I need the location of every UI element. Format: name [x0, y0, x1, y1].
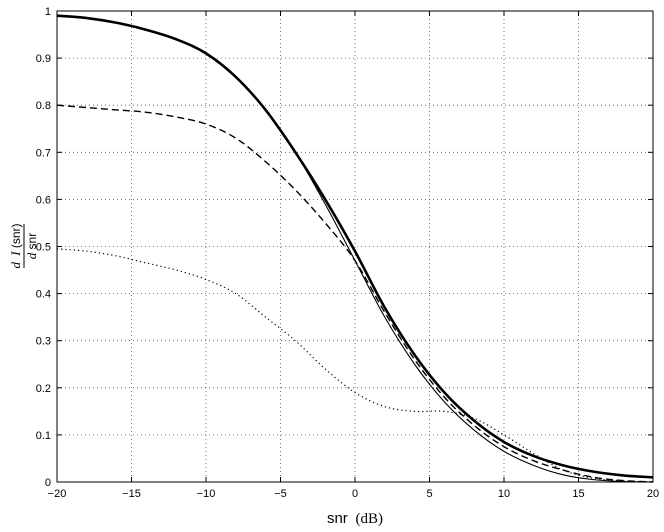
y-axis-num-fn: I — [8, 251, 23, 257]
tick-labels: −20 −15 −10 −5 0 5 10 15 20 0 0.1 0.2 0.3 0.4 0.5 0.6 0.… — [36, 6, 659, 500]
series-line-thick-solid — [56, 14, 654, 479]
x-tick-label: −15 — [122, 488, 141, 500]
x-axis-var: snr — [327, 510, 348, 527]
y-tick-label: 0.2 — [36, 383, 51, 395]
y-tick-label: 0.1 — [36, 430, 51, 442]
y-tick-label: 0.7 — [36, 147, 51, 159]
y-tick-label: 0.4 — [36, 289, 51, 301]
y-tick-label: 0.5 — [36, 242, 51, 254]
y-axis-num-d: d — [8, 262, 23, 269]
x-tick-label: 10 — [498, 488, 510, 500]
x-tick-label: 20 — [647, 488, 659, 500]
y-tick-label: 0.6 — [36, 194, 51, 206]
series-line-dashed — [56, 104, 654, 483]
y-tick-label: 0.9 — [36, 53, 51, 65]
x-axis-unit: (dB) — [356, 511, 384, 527]
x-tick-label: 15 — [572, 488, 584, 500]
y-axis-den-var: snr — [25, 233, 39, 250]
x-axis-label: snr (dB) — [327, 510, 383, 527]
y-tick-label: 0.8 — [36, 100, 51, 112]
y-tick-label: 0 — [45, 477, 51, 489]
grid — [57, 11, 653, 482]
x-tick-label: −10 — [197, 488, 216, 500]
x-tick-label: −5 — [274, 488, 287, 500]
y-axis-den-d: d — [24, 252, 39, 259]
x-tick-label: 0 — [352, 488, 358, 500]
x-tick-label: 5 — [426, 488, 432, 500]
y-axis-denominator: d snr — [24, 233, 39, 259]
y-axis-num-arg: (snr) — [9, 223, 23, 248]
ticks — [56, 10, 654, 483]
x-tick-label: −20 — [48, 488, 67, 500]
y-tick-label: 1 — [45, 6, 51, 18]
y-axis-label: d I (snr) d snr — [8, 223, 39, 268]
series-line-dotted — [56, 248, 654, 483]
y-axis-numerator: d I (snr) — [8, 223, 23, 268]
y-tick-label: 0.3 — [36, 336, 51, 348]
curves — [56, 14, 654, 483]
